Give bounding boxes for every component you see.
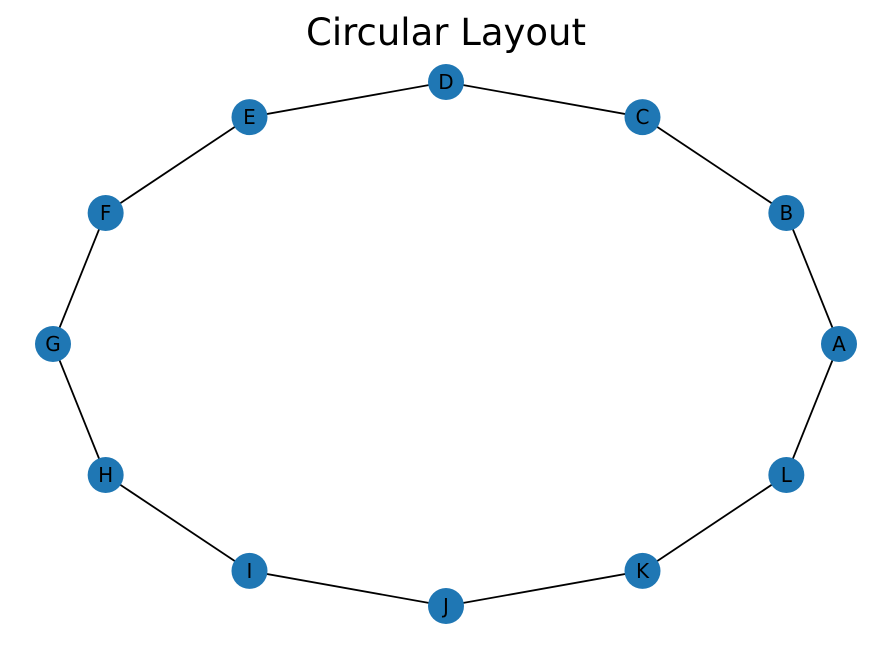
node-circle [821,326,857,362]
node-i: I [231,552,268,589]
node-circle [231,552,268,589]
edge-d-e [249,81,447,118]
node-d: D [428,64,464,100]
node-label: J [441,594,449,618]
node-b: B [768,195,805,231]
edge-f-g [52,212,107,345]
node-circle [768,457,805,493]
node-h: H [87,457,124,493]
node-circle [231,99,268,136]
edge-b-c [642,116,787,214]
node-e: E [231,99,268,136]
edges-layer [52,81,840,607]
edge-c-d [445,81,643,118]
edge-e-f [105,116,250,214]
nodes-layer: A B C D E F G H I J K L [35,64,857,624]
node-k: K [624,552,661,589]
edge-i-j [249,570,447,607]
node-label: E [243,105,256,129]
node-circle [624,552,661,589]
node-circle [624,99,661,136]
edge-k-l [642,474,787,572]
node-g: G [35,326,71,362]
edge-h-i [105,474,250,572]
node-l: L [768,457,805,493]
node-circle [768,195,805,231]
node-label: F [100,201,112,225]
node-label: G [45,332,61,356]
edge-g-h [52,343,107,476]
node-label: K [636,559,650,583]
node-a: A [821,326,857,362]
node-label: L [781,463,793,487]
node-c: C [624,99,661,136]
edge-j-k [445,570,643,607]
node-circle [87,195,124,231]
graph-title: Circular Layout [306,11,586,54]
node-label: I [247,559,253,583]
node-label: B [779,201,793,225]
node-label: H [98,463,113,487]
node-circle [428,588,464,624]
edge-a-b [785,212,840,345]
node-label: D [438,70,453,94]
node-circle [87,457,124,493]
node-label: A [832,332,846,356]
node-f: F [87,195,124,231]
node-j: J [428,588,464,624]
node-label: C [636,105,650,129]
node-circle [35,326,71,362]
edge-l-a [785,343,840,476]
node-circle [428,64,464,100]
